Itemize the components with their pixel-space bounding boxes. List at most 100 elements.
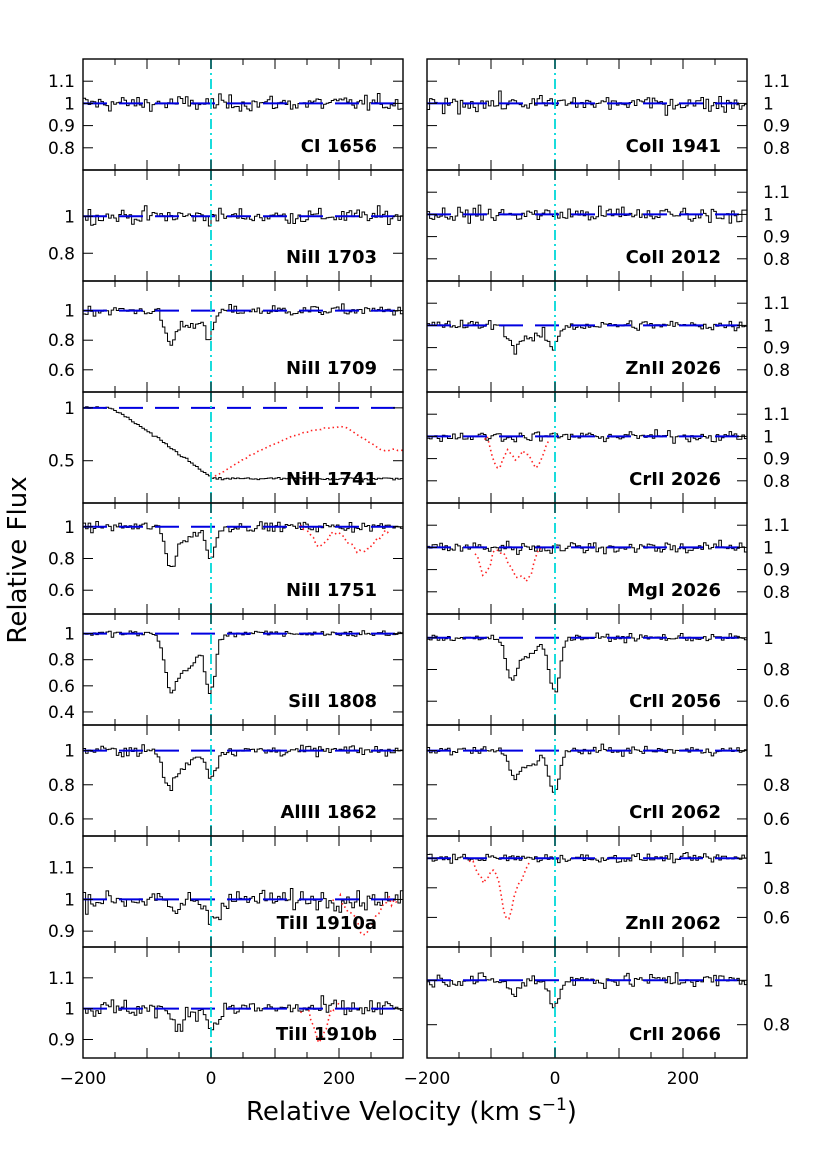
x-tick-label: 200 xyxy=(667,1069,699,1089)
panel-plot-area xyxy=(83,836,403,947)
x-axis-title-main: Relative Velocity (km s xyxy=(246,1097,542,1127)
panel-line-label: NiII 1751 xyxy=(286,580,377,601)
spectrum-line xyxy=(427,429,747,444)
y-tick-label: 1 xyxy=(64,207,75,227)
y-tick-label: 0.9 xyxy=(763,339,790,359)
y-tick-label: 1 xyxy=(763,427,774,447)
panel-plot-area xyxy=(83,392,403,503)
y-tick-label: 1.1 xyxy=(763,405,790,425)
y-tick-label: 0.8 xyxy=(763,583,790,603)
panel-plot-area xyxy=(427,725,747,836)
y-tick-label: 1 xyxy=(763,538,774,558)
panel-line-label: CrII 2056 xyxy=(629,691,721,712)
y-tick-label: 0.8 xyxy=(48,331,75,351)
panel-coii-1941: 0.80.9 11.1 CoII 1941 xyxy=(426,58,790,171)
panel-tiii-1910a: 0.9 1 1.1 TiII 1910a xyxy=(48,835,404,948)
y-tick-label: 0.8 xyxy=(48,550,75,570)
panel-line-label: CrII 2066 xyxy=(629,1024,721,1045)
panel-plot-area xyxy=(83,947,403,1058)
panel-line-label: CoII 2012 xyxy=(626,247,721,268)
y-tick-label: 0.6 xyxy=(48,677,75,697)
panel-crii-2026: 0.80.9 11.1 CrII 2026 xyxy=(426,391,790,504)
panel-crii-2056: 0.6 0.8 1 CrII 2056 xyxy=(426,613,790,726)
spectrum-line xyxy=(427,204,747,224)
panel-plot-area xyxy=(83,725,403,836)
panel-niii-1741: 0.5 1 NiII 1741 xyxy=(48,391,404,504)
x-axis-title-exponent: −1 xyxy=(542,1095,567,1115)
panel-plot-area xyxy=(83,59,403,170)
spectrum-line xyxy=(427,972,747,1009)
y-tick-label: 1 xyxy=(64,302,75,322)
panel-line-label: CrII 2062 xyxy=(629,802,721,823)
panel-line-label: CI 1656 xyxy=(301,136,377,157)
y-tick-label: 1.1 xyxy=(48,859,75,879)
y-tick-label: 0.5 xyxy=(48,452,75,472)
panel-plot-area xyxy=(83,281,403,392)
x-axis-title-close: ) xyxy=(567,1097,577,1127)
x-tick-label: 0 xyxy=(550,1069,561,1089)
y-tick-label: 1 xyxy=(64,890,75,910)
y-tick-label: 1.1 xyxy=(763,294,790,314)
panel-line-label: TiII 1910a xyxy=(277,913,377,934)
y-tick-label: 0.8 xyxy=(763,361,790,381)
x-tick-label: 200 xyxy=(323,1069,355,1089)
blend-line xyxy=(299,524,391,554)
y-tick-label: 0.6 xyxy=(48,361,75,381)
blend-line xyxy=(474,547,542,583)
y-tick-label: 0.8 xyxy=(763,661,790,681)
y-tick-label: 0.8 xyxy=(48,776,75,796)
spectrum-line xyxy=(83,521,403,567)
y-tick-label: 0.6 xyxy=(763,810,790,830)
spectrum-line xyxy=(427,90,747,116)
spectrum-line xyxy=(427,539,747,555)
x-tick-label: 0 xyxy=(206,1069,217,1089)
blend-line xyxy=(210,425,403,479)
y-tick-label: 0.9 xyxy=(763,228,790,248)
panel-niii-1709: 0.6 0.8 1 NiII 1709 xyxy=(48,280,404,393)
y-tick-label: 0.9 xyxy=(763,117,790,137)
y-tick-label: 0.8 xyxy=(763,1016,790,1036)
spectrum-line xyxy=(83,630,403,694)
spectrum-line xyxy=(427,319,747,355)
y-tick-label: 1 xyxy=(64,625,75,645)
panel-aliii-1862: 0.6 0.8 1 AlIII 1862 xyxy=(48,724,404,837)
panel-plot-area xyxy=(427,836,747,947)
panel-line-label: TiII 1910b xyxy=(276,1024,377,1045)
y-tick-label: 1 xyxy=(763,849,774,869)
panel-plot-area xyxy=(427,170,747,281)
panel-line-label: MgI 2026 xyxy=(627,580,721,601)
panel-ci-1656: 0.80.9 11.1 CI 1656 xyxy=(48,58,404,171)
x-axis-title: Relative Velocity (km s−1) xyxy=(246,1095,577,1127)
y-tick-label: 1 xyxy=(763,629,774,649)
y-tick-label: 1.1 xyxy=(48,969,75,989)
y-tick-label: 1 xyxy=(64,1000,75,1020)
y-tick-label: 0.8 xyxy=(48,244,75,264)
panel-tiii-1910b: 0.9 1 1.1 TiII 1910b xyxy=(48,946,404,1059)
y-tick-label: 0.9 xyxy=(763,450,790,470)
y-tick-label: 1 xyxy=(64,518,75,538)
y-tick-label: 0.8 xyxy=(763,776,790,796)
y-tick-label: 0.8 xyxy=(763,879,790,899)
y-tick-label: 1 xyxy=(64,94,75,114)
y-tick-label: 0.6 xyxy=(48,810,75,830)
panel-line-label: NiII 1703 xyxy=(286,247,377,268)
y-tick-label: 1 xyxy=(763,971,774,991)
panel-line-label: ZnII 2026 xyxy=(625,358,721,379)
panel-crii-2062: 0.6 0.8 1 CrII 2062 xyxy=(426,724,790,837)
y-tick-label: 0.8 xyxy=(763,472,790,492)
y-tick-label: 1 xyxy=(763,94,774,114)
y-tick-label: 1.1 xyxy=(763,72,790,92)
panel-line-label: CrII 2026 xyxy=(629,469,721,490)
blend-line xyxy=(332,892,398,936)
y-tick-label: 0.9 xyxy=(48,922,75,942)
panel-line-label: NiII 1709 xyxy=(286,358,377,379)
panel-plot-area xyxy=(83,503,403,614)
spectrum-line xyxy=(427,632,747,693)
y-tick-label: 0.8 xyxy=(48,139,75,159)
y-tick-label: 0.6 xyxy=(48,581,75,601)
panel-plot-area xyxy=(83,614,403,725)
spectrum-line xyxy=(83,406,403,481)
panel-plot-area xyxy=(427,503,747,614)
panel-plot-area xyxy=(427,281,747,392)
panel-line-label: AlIII 1862 xyxy=(280,802,377,823)
